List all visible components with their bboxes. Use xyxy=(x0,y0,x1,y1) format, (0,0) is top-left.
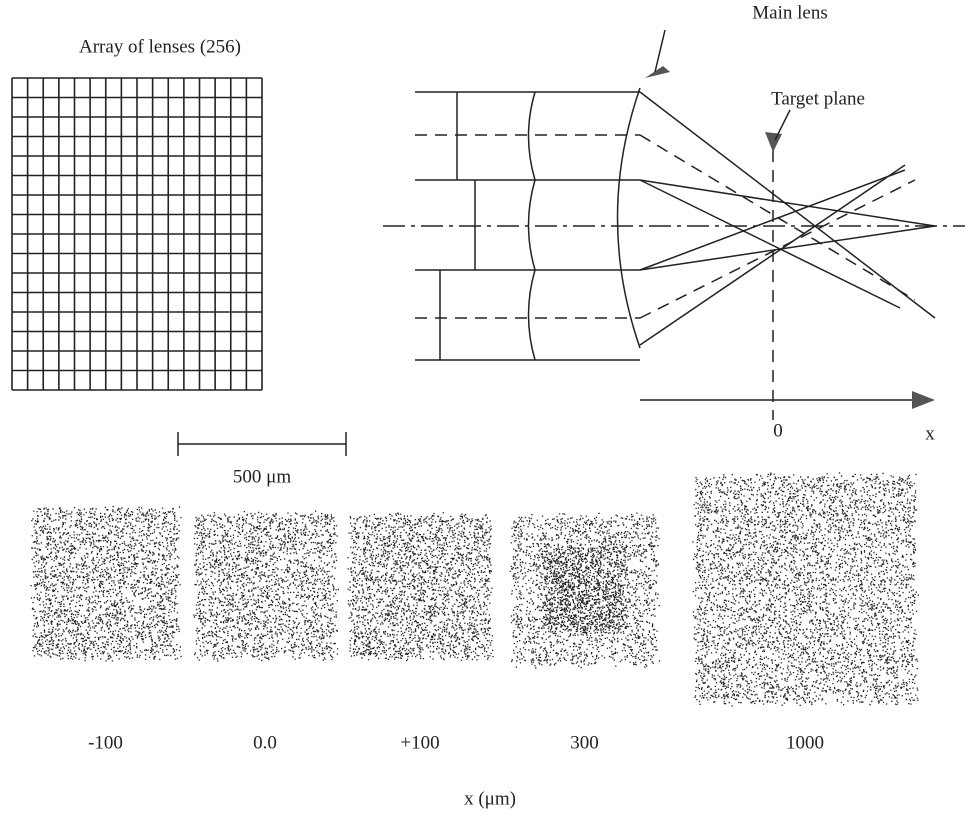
speckle xyxy=(30,505,182,662)
pattern-label: 300 xyxy=(570,732,599,753)
x-axis-title: x (μm) xyxy=(464,788,516,809)
scale-label: 500 μm xyxy=(233,466,291,487)
array-title: Array of lenses (256) xyxy=(79,36,241,57)
speckle xyxy=(193,510,339,662)
origin-label: 0 xyxy=(773,420,783,441)
speckle xyxy=(347,512,494,662)
target-plane-label: Target plane xyxy=(771,88,865,109)
speckle xyxy=(692,472,919,707)
pattern-label: -100 xyxy=(88,732,123,753)
scale-bar xyxy=(177,432,347,456)
optics-diagram xyxy=(383,29,965,420)
pattern-label: 1000 xyxy=(786,732,824,753)
axis-label: x xyxy=(925,423,935,444)
lens-array xyxy=(11,77,263,391)
speckle-patterns: -100 0.0 +100 300 1000 xyxy=(30,472,919,753)
pattern-label: 0.0 xyxy=(253,732,277,753)
grid-lines xyxy=(11,77,263,391)
pattern-label: +100 xyxy=(400,732,439,753)
main-lens-label: Main lens xyxy=(752,2,827,23)
speckle xyxy=(509,512,661,669)
